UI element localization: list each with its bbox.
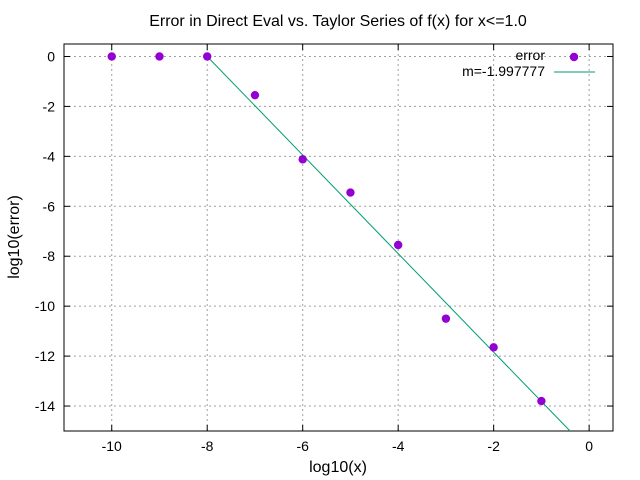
data-point [107,52,116,61]
data-point [250,90,260,100]
x-axis-label: log10(x) [309,459,367,476]
y-tick-label: -6 [43,198,56,214]
x-tick-label: -8 [201,438,214,454]
fit-line [206,56,571,431]
x-tick-label: -4 [392,438,405,454]
data-point [203,52,212,61]
legend-marker-error [569,52,579,62]
x-tick-label: -2 [487,438,500,454]
grid-lines [64,44,613,431]
y-tick-label: -14 [35,398,55,414]
y-axis-label: log10(error) [6,195,23,279]
y-tick-label: -4 [43,148,56,164]
axis-ticks: -10 -8 -6 -4 -2 0 0 -2 -4 -6 -8 -10 -12 -14 [35,44,613,454]
y-tick-label: 0 [47,48,55,64]
y-tick-label: -8 [43,248,56,264]
chart-title: Error in Direct Eval vs. Taylor Series o… [149,13,527,30]
series-layer [107,52,571,431]
x-tick-label: -10 [102,438,122,454]
y-tick-label: -10 [35,298,55,314]
data-point [393,240,403,250]
x-tick-label: 0 [585,438,593,454]
data-point [346,188,355,197]
y-tick-label: -12 [35,348,55,364]
legend-label-error: error [515,47,545,63]
data-point [537,396,546,406]
plot-frame [63,43,614,432]
data-point [441,314,451,323]
data-point [489,343,498,352]
data-point [155,52,164,61]
legend-label-fit: m=-1.997777 [462,63,545,79]
data-point [298,155,307,164]
y-tick-label: -2 [43,98,56,114]
x-tick-label: -6 [296,438,309,454]
